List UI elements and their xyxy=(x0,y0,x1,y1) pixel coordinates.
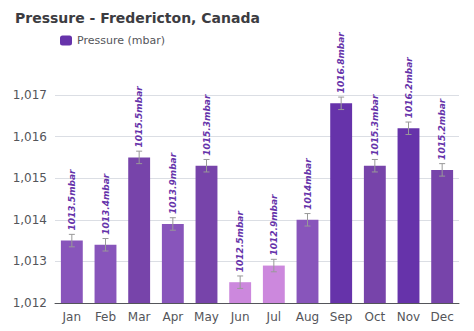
svg-text:1015.2mbar: 1015.2mbar xyxy=(437,98,447,160)
svg-text:1016.8mbar: 1016.8mbar xyxy=(336,32,346,94)
svg-text:1,015: 1,015 xyxy=(13,171,47,185)
svg-text:1,012: 1,012 xyxy=(13,296,47,310)
svg-text:Jul: Jul xyxy=(266,310,281,324)
svg-text:1012.5mbar: 1012.5mbar xyxy=(235,211,245,273)
svg-text:Oct: Oct xyxy=(364,310,385,324)
svg-text:Aug: Aug xyxy=(296,310,319,324)
svg-text:Dec: Dec xyxy=(431,310,454,324)
svg-text:1,013: 1,013 xyxy=(13,254,47,268)
svg-text:1,016: 1,016 xyxy=(13,130,47,144)
svg-text:Pressure (mbar): Pressure (mbar) xyxy=(77,34,165,47)
svg-text:1013.4mbar: 1013.4mbar xyxy=(101,173,111,235)
svg-text:1013.5mbar: 1013.5mbar xyxy=(67,169,77,231)
svg-text:Sep: Sep xyxy=(330,310,353,324)
svg-text:1015.5mbar: 1015.5mbar xyxy=(134,86,144,148)
svg-text:1016.2mbar: 1016.2mbar xyxy=(404,57,414,119)
svg-text:Mar: Mar xyxy=(128,310,151,324)
svg-text:Apr: Apr xyxy=(162,310,183,324)
svg-text:May: May xyxy=(194,310,219,324)
svg-text:Nov: Nov xyxy=(397,310,420,324)
svg-text:Feb: Feb xyxy=(95,310,116,324)
svg-text:1015.3mbar: 1015.3mbar xyxy=(202,94,212,156)
svg-text:1014mbar: 1014mbar xyxy=(303,158,313,210)
svg-text:Pressure - Fredericton, Canada: Pressure - Fredericton, Canada xyxy=(15,10,260,26)
svg-text:1013.9mbar: 1013.9mbar xyxy=(168,152,178,214)
svg-text:1,014: 1,014 xyxy=(13,213,47,227)
svg-text:Jan: Jan xyxy=(62,310,82,324)
svg-text:1,017: 1,017 xyxy=(13,88,47,102)
svg-text:1012.9mbar: 1012.9mbar xyxy=(269,194,279,256)
svg-text:1015.3mbar: 1015.3mbar xyxy=(370,94,380,156)
svg-text:Jun: Jun xyxy=(230,310,250,324)
